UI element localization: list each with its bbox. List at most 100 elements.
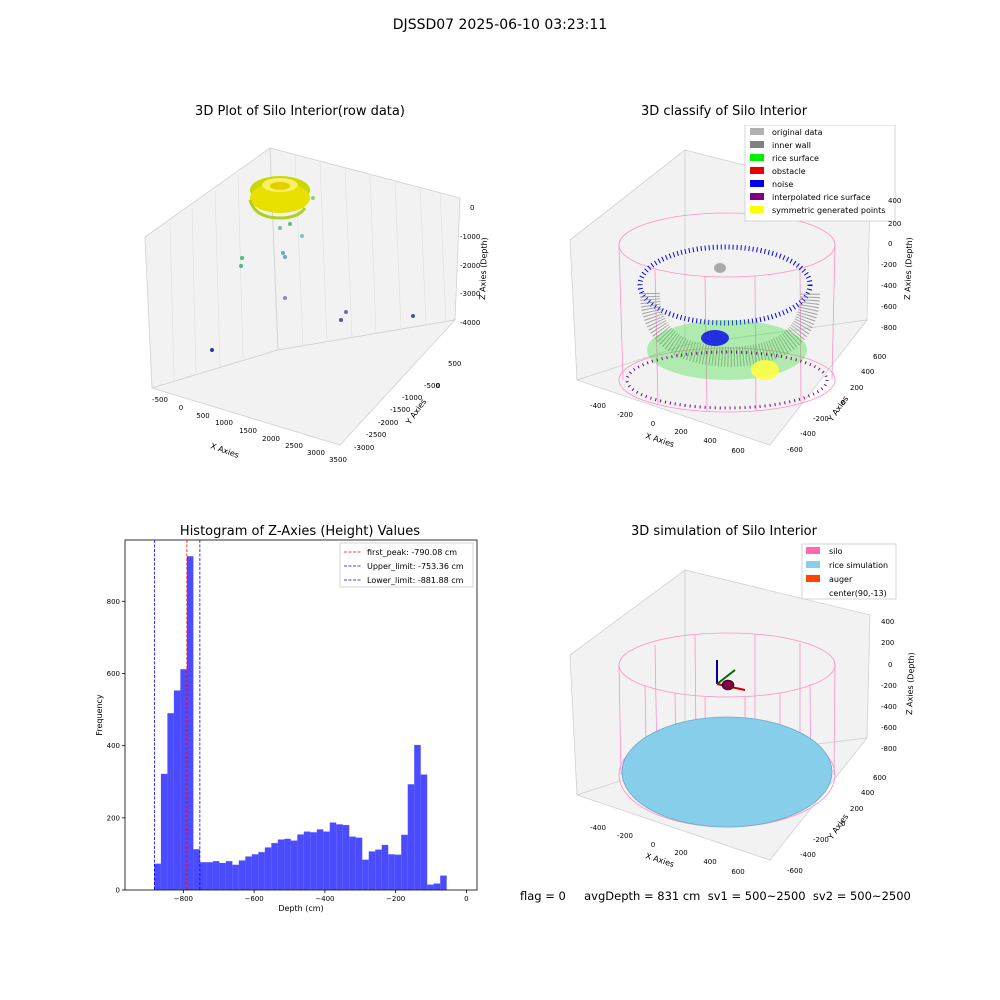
z-tick: -400 <box>881 703 897 711</box>
x-tick: -400 <box>590 824 606 832</box>
y-tick: 200 <box>850 805 863 813</box>
raw-x-label: X Axies <box>209 441 240 460</box>
legend-swatch <box>750 180 764 187</box>
legend-label: Upper_limit: -753.36 cm <box>367 562 464 571</box>
x-tick: -200 <box>617 832 633 840</box>
histogram-bar <box>342 825 350 890</box>
z-tick: -3000 <box>460 290 480 298</box>
histogram-bar <box>193 849 200 890</box>
histogram-bar <box>277 839 285 890</box>
legend-label: auger <box>829 575 853 584</box>
simulation-y-ticks: 600 400 200 0 -200 -400 -600 <box>787 774 886 875</box>
histogram-bar <box>310 832 317 890</box>
classify-y-label: Y Axies <box>826 394 851 424</box>
y-tick: -200 <box>813 415 829 423</box>
x-tick: -200 <box>617 411 633 419</box>
histogram-bar <box>323 831 330 890</box>
status-footer: flag = 0 avgDepth = 831 cm sv1 = 500~250… <box>520 889 911 903</box>
raw-y-ticks: 500 0 -500 -1000 -1500 -2000 -2500 -3000 <box>354 360 461 452</box>
histogram-bar <box>375 849 382 890</box>
y-tick: -1500 <box>390 406 410 414</box>
y-tick: -500 <box>424 382 440 390</box>
x-tick: 500 <box>196 412 209 420</box>
y-tick: 0 <box>436 382 440 390</box>
classify-y-ticks: 600 400 200 0 -200 -400 -600 <box>787 353 886 454</box>
raw-points <box>210 176 415 352</box>
y-tick: 600 <box>873 774 886 782</box>
simulation-3d-plot: silo rice simulation auger center(90,-13… <box>569 543 916 876</box>
z-tick: -400 <box>881 282 897 290</box>
legend-label: noise <box>772 180 793 189</box>
x-tick-label: −600 <box>245 895 264 903</box>
legend-swatch <box>806 547 820 554</box>
histogram-bar <box>264 847 272 890</box>
x-tick: 200 <box>674 428 687 436</box>
histogram-bar <box>180 669 187 890</box>
simulation-z-label: Z Axies (Depth) <box>905 652 916 715</box>
histogram-x-ticks: −800 −600 −400 −200 0 <box>174 890 469 903</box>
legend-label: symmetric generated points <box>772 206 885 215</box>
y-tick: 200 <box>850 384 863 392</box>
histogram-title: Histogram of Z-Axies (Height) Values <box>179 524 421 539</box>
histogram-y-label: Frequency <box>95 694 104 736</box>
y-tick-label: 400 <box>107 742 120 750</box>
x-tick: 1500 <box>239 427 257 435</box>
classify-z-ticks: 400 200 0 -200 -400 -600 -800 <box>881 197 901 332</box>
histogram-bar <box>394 854 402 890</box>
x-tick: 0 <box>651 420 655 428</box>
y-tick: -400 <box>800 851 816 859</box>
legend-swatch <box>750 167 764 174</box>
legend-swatch <box>750 193 764 200</box>
histogram-bar <box>219 862 226 890</box>
histogram-bar <box>368 851 376 890</box>
histogram-bar <box>290 840 298 890</box>
z-tick: 0 <box>888 661 892 669</box>
histogram-bar <box>160 773 168 890</box>
simulation-plot-title: 3D simulation of Silo Interior <box>631 524 817 539</box>
raw-axes-box <box>144 147 461 446</box>
histogram-bar <box>206 862 213 890</box>
histogram-bar <box>336 824 343 890</box>
raw-plot-title: 3D Plot of Silo Interior(row data) <box>195 104 405 119</box>
y-tick: -2000 <box>378 419 398 427</box>
y-tick-label: 600 <box>107 670 120 678</box>
x-tick: 600 <box>731 868 744 876</box>
y-tick: 400 <box>861 789 874 797</box>
x-tick: 200 <box>674 849 687 857</box>
x-tick: -500 <box>152 396 168 404</box>
classify-legend: original data inner wall rice surface ob… <box>744 125 896 222</box>
x-tick: 600 <box>731 447 744 455</box>
histogram-bar <box>420 774 428 890</box>
histogram-bar <box>349 836 356 890</box>
classify-x-ticks: -400 -200 0 200 400 600 <box>590 402 745 455</box>
histogram-bar <box>407 784 415 890</box>
simulation-legend: silo rice simulation auger center(90,-13… <box>801 543 897 600</box>
histogram-bar <box>355 837 363 890</box>
histogram-bar <box>401 834 408 890</box>
y-tick-label: 0 <box>116 887 120 895</box>
y-tick: -600 <box>787 867 803 875</box>
raw-3d-plot: -500 0 500 1000 1500 2000 2500 3000 3500… <box>144 147 489 464</box>
x-tick: 3000 <box>307 449 325 457</box>
raw-z-label: Z Axies (Depth) <box>478 237 489 300</box>
x-tick: 1000 <box>215 419 233 427</box>
raw-z-ticks: 0 -1000 -2000 -3000 -4000 <box>460 204 480 327</box>
histogram-bar <box>271 843 278 890</box>
x-tick: 2000 <box>262 435 280 443</box>
legend-label: interpolated rice surface <box>772 193 870 202</box>
x-tick: 3500 <box>329 456 347 464</box>
legend-label: center(90,-13) <box>829 589 887 598</box>
y-tick: -3000 <box>354 444 374 452</box>
y-tick-label: 200 <box>107 814 120 822</box>
histogram-bar <box>316 829 324 890</box>
legend-label: first_peak: -790.08 cm <box>367 548 457 557</box>
z-tick: -200 <box>881 682 897 690</box>
y-tick: 0 <box>841 399 845 407</box>
z-tick: -200 <box>881 261 897 269</box>
legend-label: original data <box>772 128 823 137</box>
z-tick: -600 <box>881 303 897 311</box>
histogram-bar <box>388 854 395 890</box>
histogram-bar <box>199 862 207 890</box>
raw-x-ticks: -500 0 500 1000 1500 2000 2500 3000 3500 <box>152 396 347 464</box>
simulation-z-ticks: 400 200 0 -200 -400 -600 -800 <box>881 618 897 753</box>
